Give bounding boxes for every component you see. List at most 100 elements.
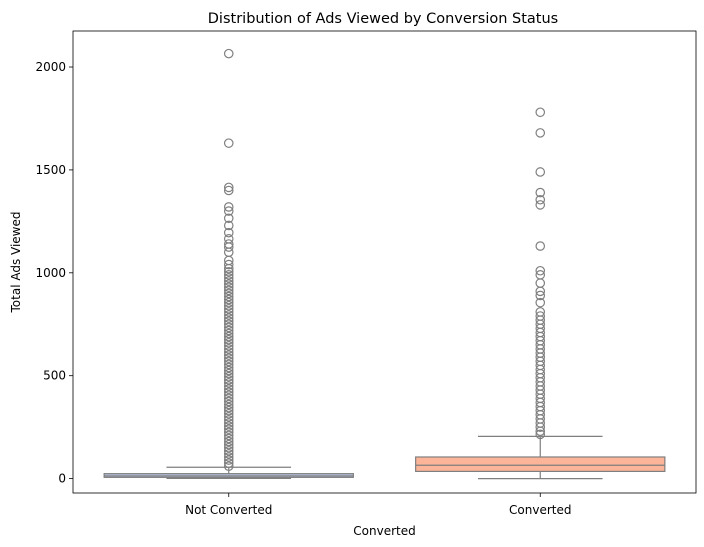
box-series xyxy=(103,48,666,480)
outlier-point xyxy=(223,334,234,345)
outlier-point xyxy=(223,396,234,407)
outlier-point xyxy=(223,227,234,238)
outlier-point xyxy=(223,371,234,382)
outlier-point xyxy=(223,424,234,435)
outlier-point xyxy=(223,446,234,456)
outlier-point xyxy=(223,350,234,360)
outlier-point xyxy=(535,241,546,251)
plot-area-frame xyxy=(72,30,697,494)
outlier-point xyxy=(223,415,234,425)
outlier-point xyxy=(223,202,234,212)
outlier-point xyxy=(223,304,234,314)
outlier-point xyxy=(223,436,234,447)
outlier-point xyxy=(223,322,234,333)
outlier-point xyxy=(223,259,234,270)
outlier-point xyxy=(223,273,234,283)
outlier-point xyxy=(535,187,546,198)
outlier-point xyxy=(223,319,234,330)
outlier-point xyxy=(223,455,234,465)
outlier-point xyxy=(223,276,234,286)
outlier-point xyxy=(223,279,234,289)
outlier-point xyxy=(223,452,234,462)
outlier-point xyxy=(223,387,234,397)
outlier-point xyxy=(223,270,234,280)
outlier-point xyxy=(223,291,234,302)
y-tick-label: 0 xyxy=(58,472,66,486)
outlier-point xyxy=(223,399,234,410)
y-tick-label: 500 xyxy=(43,369,66,383)
outlier-point xyxy=(223,347,234,357)
outlier-point xyxy=(223,405,234,416)
x-axis-label: Converted xyxy=(353,524,415,538)
x-axis: Not Converted Converted xyxy=(185,493,571,517)
outlier-point xyxy=(223,368,234,379)
y-axis: 0 500 1000 1500 2000 xyxy=(35,60,73,486)
outlier-point xyxy=(223,220,234,231)
y-tick-label: 1000 xyxy=(35,266,66,280)
outlier-point xyxy=(223,449,234,459)
outlier-point xyxy=(223,325,234,336)
y-tick-label: 1500 xyxy=(35,163,66,177)
outlier-point xyxy=(223,242,234,252)
outlier-point xyxy=(223,341,234,351)
outlier-point xyxy=(223,206,234,216)
outlier-point xyxy=(535,200,546,210)
outlier-point xyxy=(535,297,546,308)
outlier-point xyxy=(223,300,234,311)
outlier-point xyxy=(223,365,234,376)
outlier-point xyxy=(535,128,546,138)
outlier-point xyxy=(223,356,234,367)
outlier-point xyxy=(223,381,234,391)
outlier-point xyxy=(223,282,234,293)
outlier-point xyxy=(223,138,234,148)
outlier-point xyxy=(223,310,234,320)
outlier-point xyxy=(223,288,234,299)
outlier-point xyxy=(535,265,546,276)
outlier-point xyxy=(535,422,546,432)
outlier-point xyxy=(223,362,234,373)
outlier-point xyxy=(535,107,546,118)
outlier-point xyxy=(223,402,234,413)
outlier-point xyxy=(223,353,234,364)
outlier-point xyxy=(223,427,234,438)
x-tick-label: Not Converted xyxy=(185,503,272,517)
outlier-point xyxy=(223,266,234,277)
outlier-point xyxy=(535,290,546,301)
outlier-point xyxy=(223,337,234,348)
outlier-point xyxy=(223,442,234,453)
outlier-point xyxy=(535,194,546,205)
outlier-point xyxy=(223,285,234,296)
outlier-point xyxy=(223,439,234,450)
outlier-point xyxy=(223,328,234,339)
outlier-point xyxy=(223,313,234,323)
outlier-point xyxy=(223,378,234,388)
outlier-point xyxy=(223,393,234,404)
outlier-point xyxy=(223,307,234,317)
outlier-point xyxy=(223,418,234,428)
y-tick-label: 2000 xyxy=(35,60,66,74)
outlier-point xyxy=(223,48,234,59)
outlier-point xyxy=(223,316,234,326)
outlier-point xyxy=(535,429,546,440)
outlier-point xyxy=(223,182,234,193)
chart-title: Distribution of Ads Viewed by Conversion… xyxy=(208,11,558,27)
outlier-point xyxy=(223,412,234,422)
outlier-point xyxy=(223,344,234,354)
x-tick-label: Converted xyxy=(509,503,571,517)
outlier-point xyxy=(223,185,234,196)
outlier-point xyxy=(223,263,234,274)
iqr-box xyxy=(415,456,666,472)
outlier-point xyxy=(223,421,234,431)
outlier-point xyxy=(223,297,234,308)
outlier-point xyxy=(223,359,234,370)
outlier-point xyxy=(223,331,234,342)
outlier-point xyxy=(535,426,546,437)
outlier-point xyxy=(223,461,234,472)
outlier-point xyxy=(223,458,234,468)
outlier-point xyxy=(535,286,546,297)
y-axis-label: Total Ads Viewed xyxy=(9,212,23,314)
outlier-point xyxy=(223,433,234,444)
outlier-point xyxy=(223,430,234,441)
